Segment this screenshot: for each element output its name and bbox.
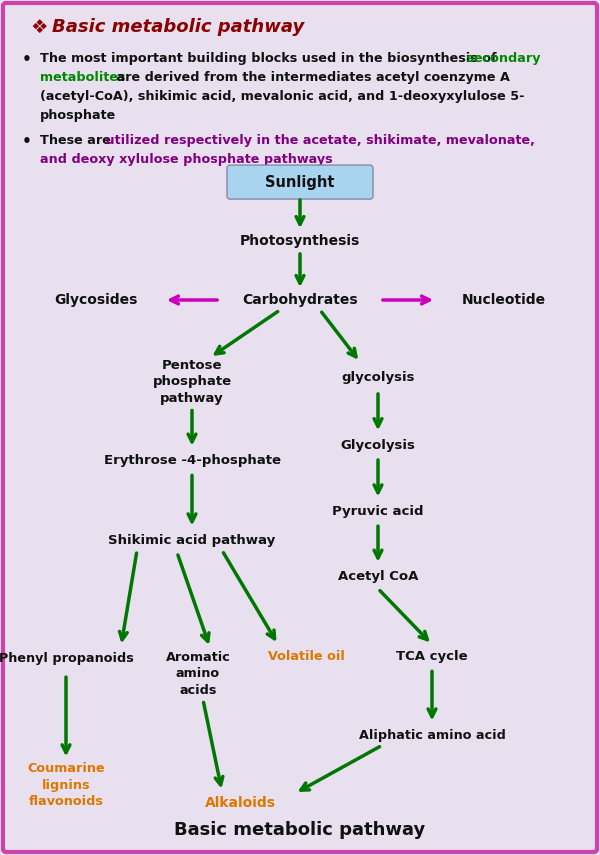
Text: Coumarine
lignins
flavonoids: Coumarine lignins flavonoids: [27, 763, 105, 808]
FancyBboxPatch shape: [227, 165, 373, 199]
Text: Acetyl CoA: Acetyl CoA: [338, 570, 418, 583]
Text: Pyruvic acid: Pyruvic acid: [332, 504, 424, 518]
Text: Glycolysis: Glycolysis: [341, 439, 415, 451]
Text: These are: These are: [40, 134, 111, 147]
Text: Sunlight: Sunlight: [265, 174, 335, 190]
Text: Aromatic
amino
acids: Aromatic amino acids: [166, 651, 230, 697]
Text: Shikimic acid pathway: Shikimic acid pathway: [109, 534, 275, 547]
Text: Volatile oil: Volatile oil: [268, 650, 344, 663]
Text: Nucleotide: Nucleotide: [462, 293, 546, 307]
Text: Carbohydrates: Carbohydrates: [242, 293, 358, 307]
Text: TCA cycle: TCA cycle: [396, 650, 468, 663]
Text: •: •: [22, 52, 32, 67]
Text: and deoxy xylulose phosphate pathways: and deoxy xylulose phosphate pathways: [40, 153, 332, 166]
Text: Basic metabolic pathway: Basic metabolic pathway: [52, 18, 304, 36]
Text: are derived from the intermediates acetyl coenzyme A: are derived from the intermediates acety…: [112, 71, 510, 84]
Text: Glycosides: Glycosides: [55, 293, 137, 307]
Text: Phenyl propanoids: Phenyl propanoids: [0, 652, 133, 665]
FancyBboxPatch shape: [3, 3, 597, 852]
Text: Alkaloids: Alkaloids: [205, 796, 275, 811]
Text: Photosynthesis: Photosynthesis: [240, 234, 360, 248]
Text: •: •: [22, 134, 32, 149]
Text: Erythrose -4-phosphate: Erythrose -4-phosphate: [104, 454, 281, 467]
Text: The most important building blocks used in the biosynthesis of: The most important building blocks used …: [40, 52, 497, 65]
Text: glycolysis: glycolysis: [341, 370, 415, 384]
Text: Aliphatic amino acid: Aliphatic amino acid: [359, 728, 505, 742]
Text: ❖: ❖: [30, 18, 47, 37]
Text: utilized respectively in the acetate, shikimate, mevalonate,: utilized respectively in the acetate, sh…: [101, 134, 535, 147]
Text: Pentose
phosphate
pathway: Pentose phosphate pathway: [152, 358, 232, 404]
Text: phosphate: phosphate: [40, 109, 116, 122]
Text: Basic metabolic pathway: Basic metabolic pathway: [175, 821, 425, 839]
Text: (acetyl-CoA), shikimic acid, mevalonic acid, and 1-deoxyxylulose 5-: (acetyl-CoA), shikimic acid, mevalonic a…: [40, 90, 524, 103]
Text: metabolites: metabolites: [40, 71, 125, 84]
Text: secondary: secondary: [462, 52, 541, 65]
